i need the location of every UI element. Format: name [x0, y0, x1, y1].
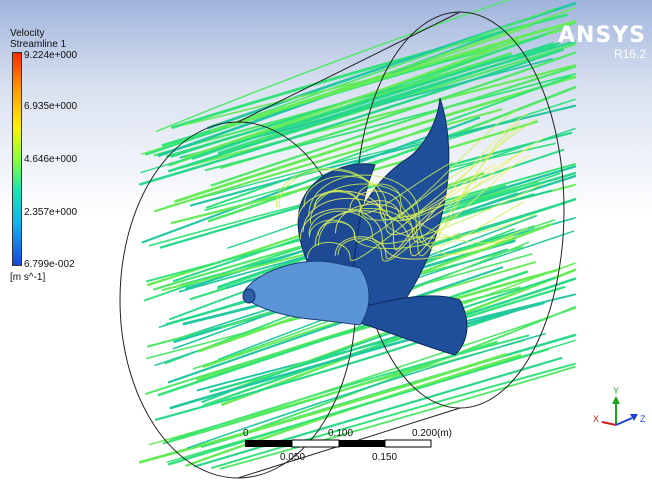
streamline-swirl — [335, 155, 530, 243]
streamline — [169, 301, 545, 410]
streamline — [183, 39, 519, 160]
propeller-blade-lower — [349, 295, 468, 356]
streamline — [157, 270, 529, 397]
streamline-swirl — [356, 183, 514, 244]
streamline-swirl — [278, 109, 518, 220]
axis-triad[interactable] — [601, 396, 638, 426]
propeller-hub — [244, 260, 370, 326]
scale-label: 0.200 — [412, 428, 438, 439]
streamline-swirl — [308, 183, 543, 245]
scale-label: 0.150 — [372, 452, 398, 463]
streamline-swirl — [358, 145, 533, 220]
streamline-swirl — [349, 163, 497, 218]
triad-arrow-z — [630, 414, 638, 421]
streamline-swirl — [313, 191, 469, 221]
scale-label: 0.050 — [280, 452, 306, 463]
streamline — [204, 73, 576, 172]
streamline — [171, 13, 569, 129]
legend-tick-max: 9.224e+000 — [24, 50, 78, 61]
triad-axis-x — [601, 421, 617, 426]
triad-label-y: Y — [613, 386, 620, 396]
legend-colorbar — [12, 52, 22, 266]
streamline — [219, 365, 576, 470]
domain-edge-top — [237, 11, 461, 123]
scale-bar-segment — [291, 439, 340, 448]
triad-arrow-y — [612, 396, 620, 404]
streamline-swirl — [308, 174, 514, 255]
triad-label-x: X — [593, 414, 600, 424]
brand-name: ANSYS — [557, 23, 646, 48]
streamline — [225, 307, 576, 425]
streamline — [178, 64, 577, 169]
brand-version: R16.2 — [613, 47, 646, 61]
streamline-swirl — [303, 165, 514, 222]
scale-bar — [245, 439, 432, 448]
streamline — [205, 75, 572, 209]
scale-bar-segment — [384, 439, 432, 448]
streamlines-foreground — [275, 109, 544, 262]
streamline — [210, 65, 577, 187]
legend-object: Streamline 1 — [10, 39, 67, 50]
scale-bar-segment — [339, 440, 385, 447]
scale-bar-segment — [245, 440, 292, 447]
legend-variable: Velocity — [10, 28, 45, 39]
streamline — [210, 362, 576, 469]
streamline — [196, 293, 576, 392]
streamline-swirl — [296, 137, 544, 235]
streamline — [153, 108, 503, 213]
streamline — [185, 353, 522, 467]
scale-label: 0 — [243, 428, 249, 439]
streamline-swirl — [306, 118, 538, 261]
legend-unit: [m s^-1] — [10, 272, 46, 283]
triad-axis-z — [615, 417, 633, 426]
streamline-swirl — [334, 112, 529, 260]
streamline — [202, 285, 566, 407]
legend-tick-min: 6.799e-002 — [24, 259, 75, 270]
streamline — [191, 42, 561, 160]
streamline — [226, 20, 577, 128]
streamline — [209, 277, 577, 393]
legend-tick: 2.357e+000 — [24, 207, 78, 218]
scale-unit: (m) — [437, 428, 452, 439]
streamline — [189, 104, 577, 207]
triad-label-z: Z — [640, 414, 646, 424]
legend-tick: 6.935e+000 — [24, 101, 78, 112]
streamline — [168, 44, 557, 173]
streamline — [170, 334, 530, 442]
scale-label: 0.100 — [328, 428, 354, 439]
streamline-swirl — [299, 208, 528, 260]
streamline — [224, 306, 576, 441]
streamline — [139, 48, 565, 186]
streamline — [166, 339, 576, 463]
streamline — [204, 98, 576, 211]
propeller-hub-nose — [242, 288, 256, 304]
streamline — [193, 356, 563, 468]
streamline-swirl — [302, 197, 443, 251]
legend-tick: 4.646e+000 — [24, 154, 78, 165]
streamline — [187, 332, 546, 449]
streamline — [138, 353, 507, 464]
streamline — [167, 266, 504, 384]
streamline-swirl — [314, 126, 521, 257]
streamline-swirl — [317, 122, 521, 257]
ansys-logo: ANSYS R16.2 — [558, 24, 646, 61]
streamline — [174, 75, 577, 203]
